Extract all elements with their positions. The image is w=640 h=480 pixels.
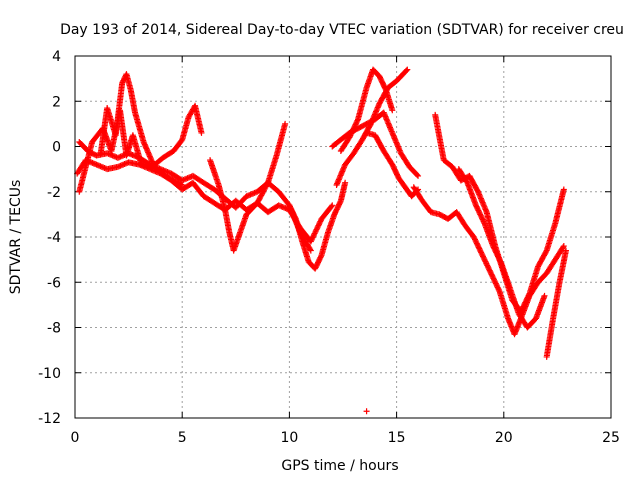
- y-tick-label: -10: [38, 366, 61, 382]
- data-point: [328, 203, 335, 210]
- x-axis-label: GPS time / hours: [281, 458, 398, 474]
- y-tick-label: 0: [52, 140, 61, 156]
- data-point: [403, 67, 410, 74]
- x-tick-label: 10: [280, 430, 298, 446]
- data-point: [310, 231, 317, 238]
- series-track-i: [363, 129, 422, 200]
- series-track-n: [543, 247, 569, 360]
- data-point: [177, 181, 184, 188]
- series-track-m: [455, 166, 548, 331]
- chart-title: Day 193 of 2014, Sidereal Day-to-day VTE…: [60, 22, 624, 38]
- x-tick-label: 20: [495, 430, 513, 446]
- series-track-e: [207, 120, 289, 254]
- data-point: [342, 179, 349, 186]
- y-tick-label: 2: [52, 94, 61, 110]
- data-point: [329, 202, 336, 209]
- data-point: [307, 246, 314, 253]
- data-points: [74, 66, 569, 415]
- data-point: [414, 171, 421, 178]
- data-point: [314, 223, 321, 230]
- data-point: [389, 107, 396, 114]
- y-tick-label: -4: [47, 230, 61, 246]
- data-point: [560, 186, 567, 193]
- x-tick-label: 5: [178, 430, 187, 446]
- data-point: [562, 247, 569, 254]
- data-point: [495, 287, 502, 294]
- data-point: [307, 247, 314, 254]
- data-point: [310, 233, 317, 240]
- series-track-j: [329, 109, 422, 179]
- plot-frame: [74, 55, 612, 419]
- data-point: [543, 248, 550, 255]
- series-track-h: [337, 66, 396, 155]
- data-point: [316, 219, 323, 226]
- data-point: [315, 222, 322, 229]
- y-tick-label: -12: [38, 411, 61, 427]
- data-point: [198, 129, 205, 136]
- y-tick-label: -8: [47, 321, 61, 337]
- data-point: [317, 218, 324, 225]
- data-point: [525, 291, 532, 298]
- grid: [75, 56, 611, 418]
- data-point: [307, 238, 314, 245]
- series-track-k: [410, 184, 567, 338]
- data-point: [560, 244, 567, 251]
- x-tick-label: 15: [388, 430, 406, 446]
- data-point: [363, 408, 370, 415]
- series-track-d: [97, 71, 186, 188]
- y-tick-label: -6: [47, 275, 61, 291]
- series-outlier: [363, 408, 370, 415]
- data-point: [264, 180, 271, 187]
- data-point: [354, 117, 361, 124]
- data-point: [480, 219, 487, 226]
- data-point: [541, 292, 548, 299]
- x-tick-label: 0: [71, 430, 80, 446]
- y-tick-label: -2: [47, 185, 61, 201]
- data-point: [179, 181, 186, 188]
- data-point: [498, 259, 505, 266]
- data-point: [309, 234, 316, 241]
- data-point: [415, 172, 422, 179]
- data-point: [313, 226, 320, 233]
- data-point: [312, 229, 319, 236]
- data-point: [309, 235, 316, 242]
- data-point: [311, 230, 318, 237]
- series-track-f: [286, 179, 349, 272]
- data-point: [404, 66, 411, 73]
- data-point: [282, 120, 289, 127]
- y-axis-label: SDTVAR / TECUs: [8, 180, 24, 295]
- series-track-b: [76, 138, 314, 254]
- series-track-g: [333, 66, 411, 188]
- series-track-a: [74, 157, 336, 245]
- x-tick-label: 25: [602, 430, 620, 446]
- data-point: [308, 237, 315, 244]
- data-point: [560, 243, 567, 250]
- data-point: [314, 225, 321, 232]
- y-tick-label: 4: [52, 49, 61, 65]
- data-point: [316, 221, 323, 228]
- data-point: [312, 227, 319, 234]
